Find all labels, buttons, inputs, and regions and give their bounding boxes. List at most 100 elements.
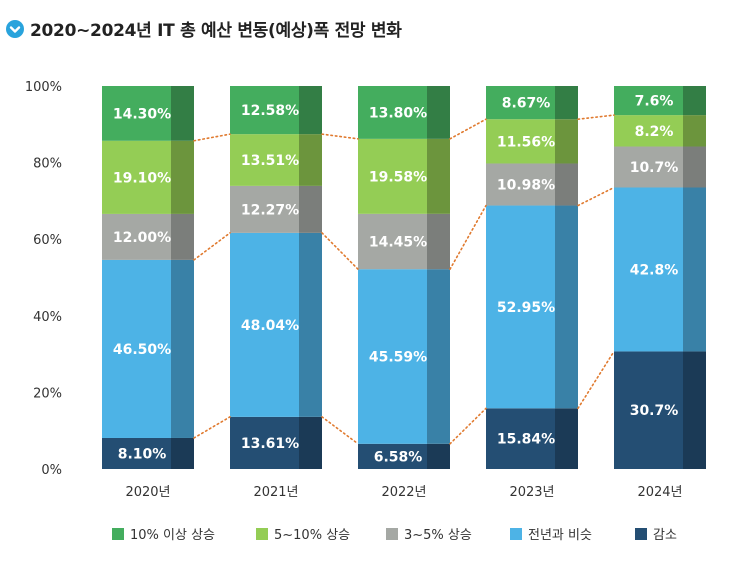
legend-swatch [256,528,268,540]
legend-label: 전년과 비슷 [528,528,592,543]
bar-segment-shade [683,146,706,188]
connector-line [321,416,359,445]
bar-segment [614,115,683,147]
y-tick-label: 40% [33,310,62,325]
bar-segment-shade [427,269,450,444]
data-label: 7.6% [635,94,674,110]
bar-segment [230,134,299,186]
connector-line [449,204,487,270]
data-label: 30.7% [630,403,679,419]
bar-segment [230,232,299,417]
data-label: 13.80% [369,105,427,121]
bar-segment [102,437,171,469]
bar-segment-shade [171,437,194,469]
legend-swatch [386,528,398,540]
legend-swatch [112,528,124,540]
bar-segment-shade [299,134,322,186]
y-tick-label: 20% [33,386,62,401]
data-label: 10.7% [630,160,679,176]
bar-segment [358,86,427,139]
bar-segment [358,213,427,270]
connector-line [193,232,231,261]
bar-segment [614,187,683,352]
legend-label: 감소 [653,528,677,543]
bar-segment [230,86,299,135]
bar-segment [614,351,683,469]
chart-title: 2020~2024년 IT 총 예산 변동(예상)폭 전망 변화 [30,21,402,41]
legend-label: 5~10% 상승 [274,528,350,543]
bar-segment [102,86,171,141]
bar-segment-shade [299,232,322,417]
connector-line [577,114,615,121]
bar-segment-shade [683,86,706,116]
bar-segment [486,205,555,409]
legend-swatch [635,528,647,540]
bar-segment-shade [427,138,450,214]
bar-segment [102,140,171,214]
connector-line [449,407,487,445]
bar-segment [486,163,555,206]
bar-segment-shade [299,416,322,469]
connector-line [577,350,615,410]
bar-segment-shade [555,86,578,120]
connector-line [193,133,231,142]
y-tick-label: 60% [33,233,62,248]
bar-segment-shade [555,408,578,469]
bar-segment [358,443,427,469]
bar-segment-shade [683,187,706,352]
legend-swatch [510,528,522,540]
bar-segment [486,119,555,164]
y-tick-label: 100% [25,80,62,95]
bar-segment-shade [427,86,450,139]
connector-line [577,186,615,207]
bar-segment-shade [555,205,578,409]
data-label: 13.61% [241,436,299,452]
data-label: 12.00% [113,230,171,246]
data-label: 12.58% [241,103,299,119]
bar-segment [102,259,171,438]
data-label: 52.95% [497,300,555,316]
bar-segment-shade [427,443,450,469]
bar-segment-shade [299,86,322,135]
connector-line [449,118,487,140]
legend-label: 3~5% 상승 [404,528,472,543]
bar-segment-shade [171,86,194,141]
data-label: 46.50% [113,342,171,358]
bar-segment-shade [683,115,706,147]
data-label: 14.45% [369,235,427,251]
x-tick-label: 2021년 [253,485,298,500]
bar-segment [614,86,683,116]
data-label: 8.67% [502,96,551,112]
data-label: 14.30% [113,106,171,122]
down-arrow-circle-icon [6,19,24,38]
data-label: 15.84% [497,432,555,448]
bar-segment [614,146,683,188]
bar-segment-shade [555,163,578,206]
x-tick-label: 2020년 [125,485,170,500]
bar-segment-shade [427,213,450,270]
data-label: 42.8% [630,262,679,278]
bar-segment-shade [683,351,706,469]
bar-segment [102,213,171,260]
legend-label: 10% 이상 상승 [130,528,215,543]
chart-title-row: 2020~2024년 IT 총 예산 변동(예상)폭 전망 변화 [6,16,402,41]
x-tick-label: 2023년 [509,485,554,500]
bar-segment-shade [171,259,194,438]
data-label: 12.27% [241,202,299,218]
data-label: 48.04% [241,318,299,334]
y-tick-label: 80% [33,157,62,172]
y-tick-label: 0% [41,463,62,478]
connector-line [321,133,359,140]
data-label: 8.2% [635,124,674,140]
data-label: 13.51% [241,153,299,169]
data-label: 10.98% [497,178,555,194]
data-label: 11.56% [497,134,555,150]
data-label: 45.59% [369,349,427,365]
data-label: 19.58% [369,169,427,185]
data-label: 6.58% [374,449,423,465]
bar-segment-shade [299,185,322,233]
bar-segment [230,416,299,469]
bar-segment [230,185,299,233]
bar-segment [486,408,555,469]
